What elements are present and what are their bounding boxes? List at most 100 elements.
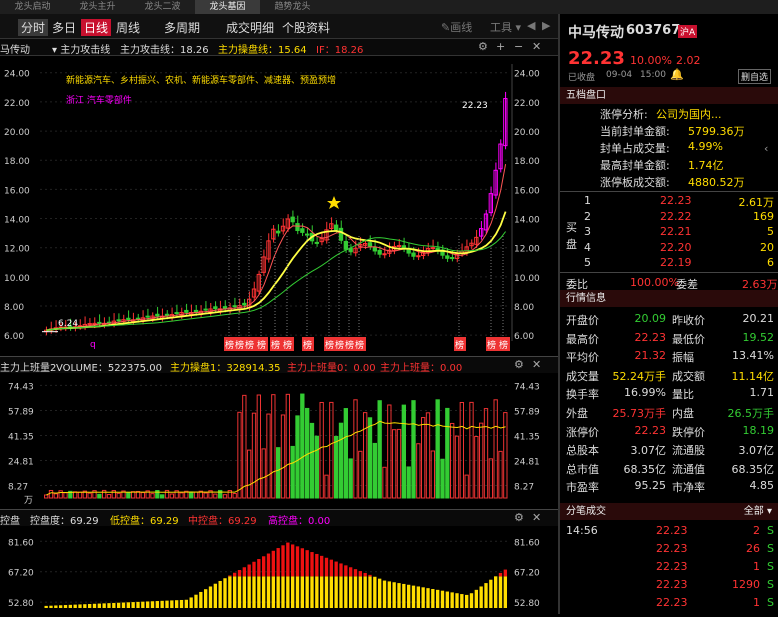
quote-label: 成交额: [672, 369, 705, 383]
panel-divider[interactable]: [558, 14, 560, 614]
low-control-bar: [295, 576, 300, 608]
expand-icon[interactable]: ‹: [764, 142, 769, 155]
tag-box[interactable]: [282, 337, 294, 351]
quote-value: 95.25: [634, 479, 667, 493]
volume-bar: [479, 422, 484, 499]
tag-box[interactable]: [334, 337, 346, 351]
low-control-bar: [44, 605, 48, 608]
volume-bar: [213, 493, 218, 499]
tag-label: 榜: [235, 339, 244, 351]
wudang-label: 当前封单金额:: [600, 125, 670, 138]
tag-label: 榜: [335, 339, 344, 351]
low-control-bar: [228, 576, 232, 608]
gear-icon[interactable]: ⚙: [478, 40, 488, 53]
volume-chart[interactable]: 74.43 74.43 57.89 57.89 41.35 41.35 24.81 24.81…: [0, 373, 558, 508]
close-icon[interactable]: ✕: [532, 358, 542, 371]
wudang-header[interactable]: 五档盘口: [560, 87, 778, 104]
volume-bar: [256, 394, 261, 499]
tag-box[interactable]: [454, 337, 466, 351]
candle-body: [271, 228, 276, 240]
tag-box[interactable]: [344, 337, 356, 351]
volume-bar: [189, 491, 194, 499]
trade-price: 22.23: [656, 542, 688, 555]
exchange-badge: 沪A: [678, 25, 698, 38]
next-stock-icon[interactable]: ▶: [542, 19, 551, 32]
y-tick-left: 22.00: [4, 99, 30, 109]
hangqing-header[interactable]: 行情信息: [560, 290, 778, 307]
tab-fenshi[interactable]: 分时: [18, 19, 49, 36]
gear-icon[interactable]: ⚙: [514, 511, 524, 524]
mid-control-bar: [252, 561, 256, 577]
tag-box[interactable]: [270, 337, 282, 351]
tag-box[interactable]: [324, 337, 336, 351]
volume-bar: [440, 458, 445, 499]
tag-box[interactable]: [498, 337, 510, 351]
candle-body: [411, 252, 416, 257]
mid-control-bar: [300, 548, 304, 577]
control-indicator-name[interactable]: 控盘: [0, 516, 20, 527]
volume-indicator-name[interactable]: 主力上班量2: [0, 363, 57, 374]
gear-icon[interactable]: ⚙: [514, 358, 524, 371]
volume-chart-svg[interactable]: 74.43 74.43 57.89 57.89 41.35 41.35 24.81 24.81…: [0, 373, 558, 508]
quote-label: 成交量: [566, 369, 599, 383]
tools-button[interactable]: 工具 ▾: [490, 21, 522, 34]
remove-watchlist-button[interactable]: 删自选: [738, 69, 772, 84]
price-chart-svg[interactable]: 24.00 24.00 22.00 22.00 20.00 20.00 18.00 18.00…: [0, 56, 558, 356]
control-chart[interactable]: 81.60 81.60 67.20 67.20 52.80 52.80: [0, 526, 558, 614]
tab-rixian[interactable]: 日线: [81, 19, 112, 36]
volume-bar: [353, 399, 358, 499]
tag-box[interactable]: [234, 337, 246, 351]
quote-label: 流通股: [672, 444, 705, 458]
volume-bar: [314, 435, 319, 499]
candle-body: [454, 253, 460, 260]
minus-icon[interactable]: −: [514, 40, 524, 53]
candle-body: [126, 317, 131, 321]
low-control-bar: [460, 594, 464, 608]
bell-icon[interactable]: 🔔: [670, 68, 684, 81]
prev-stock-icon[interactable]: ◀: [527, 19, 536, 32]
fenbi-header[interactable]: 分笔成交 全部 ▾: [560, 503, 778, 520]
tag-box[interactable]: [256, 337, 268, 351]
tag-box[interactable]: [224, 337, 236, 351]
close-icon[interactable]: ✕: [532, 40, 542, 53]
tab-duozhouqi[interactable]: 多周期: [164, 21, 201, 35]
limit-analysis-value[interactable]: 公司为国内...: [656, 108, 722, 121]
tab-zhouxian[interactable]: 周线: [116, 21, 141, 35]
control-chart-svg[interactable]: 81.60 81.60 67.20 67.20 52.80 52.80: [0, 526, 558, 614]
tag-box[interactable]: [486, 337, 498, 351]
top-tab-1[interactable]: 龙头主升: [79, 2, 116, 12]
volume-bar: [237, 411, 242, 499]
vol-tick-right: 8.27: [514, 482, 534, 492]
ctl-tick-left: 67.20: [8, 569, 34, 579]
tag-box[interactable]: [244, 337, 256, 351]
top-tab-3[interactable]: 龙头基因: [195, 0, 260, 14]
indicator-name[interactable]: ▾ 主力攻击线: [52, 45, 111, 56]
top-tab-2[interactable]: 龙头二波: [144, 2, 181, 12]
top-tab-4[interactable]: 趋势龙头: [274, 2, 311, 12]
trade-direction: S: [767, 542, 774, 555]
low-control-bar: [49, 605, 53, 608]
price-chart[interactable]: 24.00 24.00 22.00 22.00 20.00 20.00 18.00 18.00…: [0, 56, 558, 365]
top-tab-0[interactable]: 龙头启动: [14, 2, 51, 12]
mid-control-bar: [320, 555, 324, 577]
candle-body: [387, 249, 392, 254]
volume-bar: [392, 429, 397, 499]
y-tick-left: 24.00: [4, 70, 30, 80]
tab-gegu[interactable]: 个股资料: [282, 21, 331, 35]
low-control-bar: [392, 582, 396, 608]
candle-body: [363, 243, 368, 246]
y-tick-left: 8.00: [4, 303, 24, 313]
close-icon[interactable]: ✕: [532, 511, 542, 524]
draw-line-button[interactable]: ✎画线: [441, 21, 473, 34]
all-trades-link[interactable]: 全部 ▾: [743, 506, 772, 517]
bid-volume: 5: [767, 225, 774, 238]
divider: [560, 272, 778, 273]
add-icon[interactable]: +: [496, 40, 506, 53]
tab-chengjiao[interactable]: 成交明细: [226, 21, 275, 35]
tab-duori[interactable]: 多日: [52, 21, 77, 35]
candle-body: [242, 302, 247, 306]
low-control-bar: [237, 576, 242, 608]
candle-body: [416, 255, 421, 258]
tag-box[interactable]: [354, 337, 366, 351]
tag-box[interactable]: [302, 337, 314, 351]
